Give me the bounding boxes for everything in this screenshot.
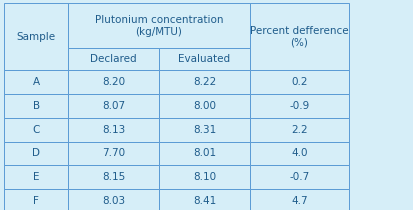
Text: Declared: Declared bbox=[90, 54, 137, 64]
Text: 2.2: 2.2 bbox=[291, 125, 308, 135]
Bar bbox=[4, 142, 68, 165]
Text: 8.20: 8.20 bbox=[102, 77, 125, 87]
Text: Evaluated: Evaluated bbox=[178, 54, 230, 64]
Bar bbox=[250, 3, 349, 70]
Text: 4.0: 4.0 bbox=[291, 148, 308, 158]
Text: 8.10: 8.10 bbox=[193, 172, 216, 182]
Bar bbox=[68, 3, 250, 48]
Bar bbox=[68, 48, 159, 70]
Text: 8.31: 8.31 bbox=[193, 125, 216, 135]
Bar bbox=[159, 189, 250, 210]
Bar bbox=[4, 118, 68, 142]
Bar bbox=[4, 189, 68, 210]
Bar bbox=[68, 142, 159, 165]
Text: -0.9: -0.9 bbox=[289, 101, 310, 111]
Bar bbox=[159, 70, 250, 94]
Bar bbox=[250, 118, 349, 142]
Bar bbox=[68, 118, 159, 142]
Text: Plutonium concentration
(kg/MTU): Plutonium concentration (kg/MTU) bbox=[95, 15, 223, 37]
Text: 8.22: 8.22 bbox=[193, 77, 216, 87]
Text: A: A bbox=[33, 77, 40, 87]
Bar bbox=[250, 189, 349, 210]
Bar bbox=[159, 94, 250, 118]
Text: F: F bbox=[33, 196, 39, 206]
Text: Percent defference
(%): Percent defference (%) bbox=[250, 26, 349, 47]
Text: C: C bbox=[33, 125, 40, 135]
Bar bbox=[250, 70, 349, 94]
Text: -0.7: -0.7 bbox=[289, 172, 310, 182]
Text: 8.01: 8.01 bbox=[193, 148, 216, 158]
Bar bbox=[68, 94, 159, 118]
Bar bbox=[250, 142, 349, 165]
Bar bbox=[159, 165, 250, 189]
Text: 0.2: 0.2 bbox=[291, 77, 308, 87]
Text: 8.07: 8.07 bbox=[102, 101, 125, 111]
Text: Sample: Sample bbox=[17, 32, 56, 42]
Text: 8.03: 8.03 bbox=[102, 196, 125, 206]
Bar bbox=[4, 70, 68, 94]
Text: 4.7: 4.7 bbox=[291, 196, 308, 206]
Bar bbox=[4, 94, 68, 118]
Text: 7.70: 7.70 bbox=[102, 148, 125, 158]
Bar bbox=[68, 70, 159, 94]
Bar bbox=[159, 142, 250, 165]
Bar bbox=[4, 3, 68, 70]
Bar bbox=[250, 165, 349, 189]
Bar bbox=[250, 94, 349, 118]
Text: D: D bbox=[32, 148, 40, 158]
Text: 8.00: 8.00 bbox=[193, 101, 216, 111]
Bar bbox=[159, 48, 250, 70]
Text: B: B bbox=[33, 101, 40, 111]
Text: 8.41: 8.41 bbox=[193, 196, 216, 206]
Bar bbox=[159, 118, 250, 142]
Text: 8.15: 8.15 bbox=[102, 172, 125, 182]
Bar bbox=[68, 189, 159, 210]
Text: E: E bbox=[33, 172, 39, 182]
Text: 8.13: 8.13 bbox=[102, 125, 125, 135]
Bar bbox=[4, 165, 68, 189]
Bar bbox=[68, 165, 159, 189]
